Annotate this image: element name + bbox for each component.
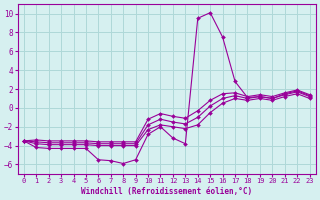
X-axis label: Windchill (Refroidissement éolien,°C): Windchill (Refroidissement éolien,°C) bbox=[81, 187, 252, 196]
